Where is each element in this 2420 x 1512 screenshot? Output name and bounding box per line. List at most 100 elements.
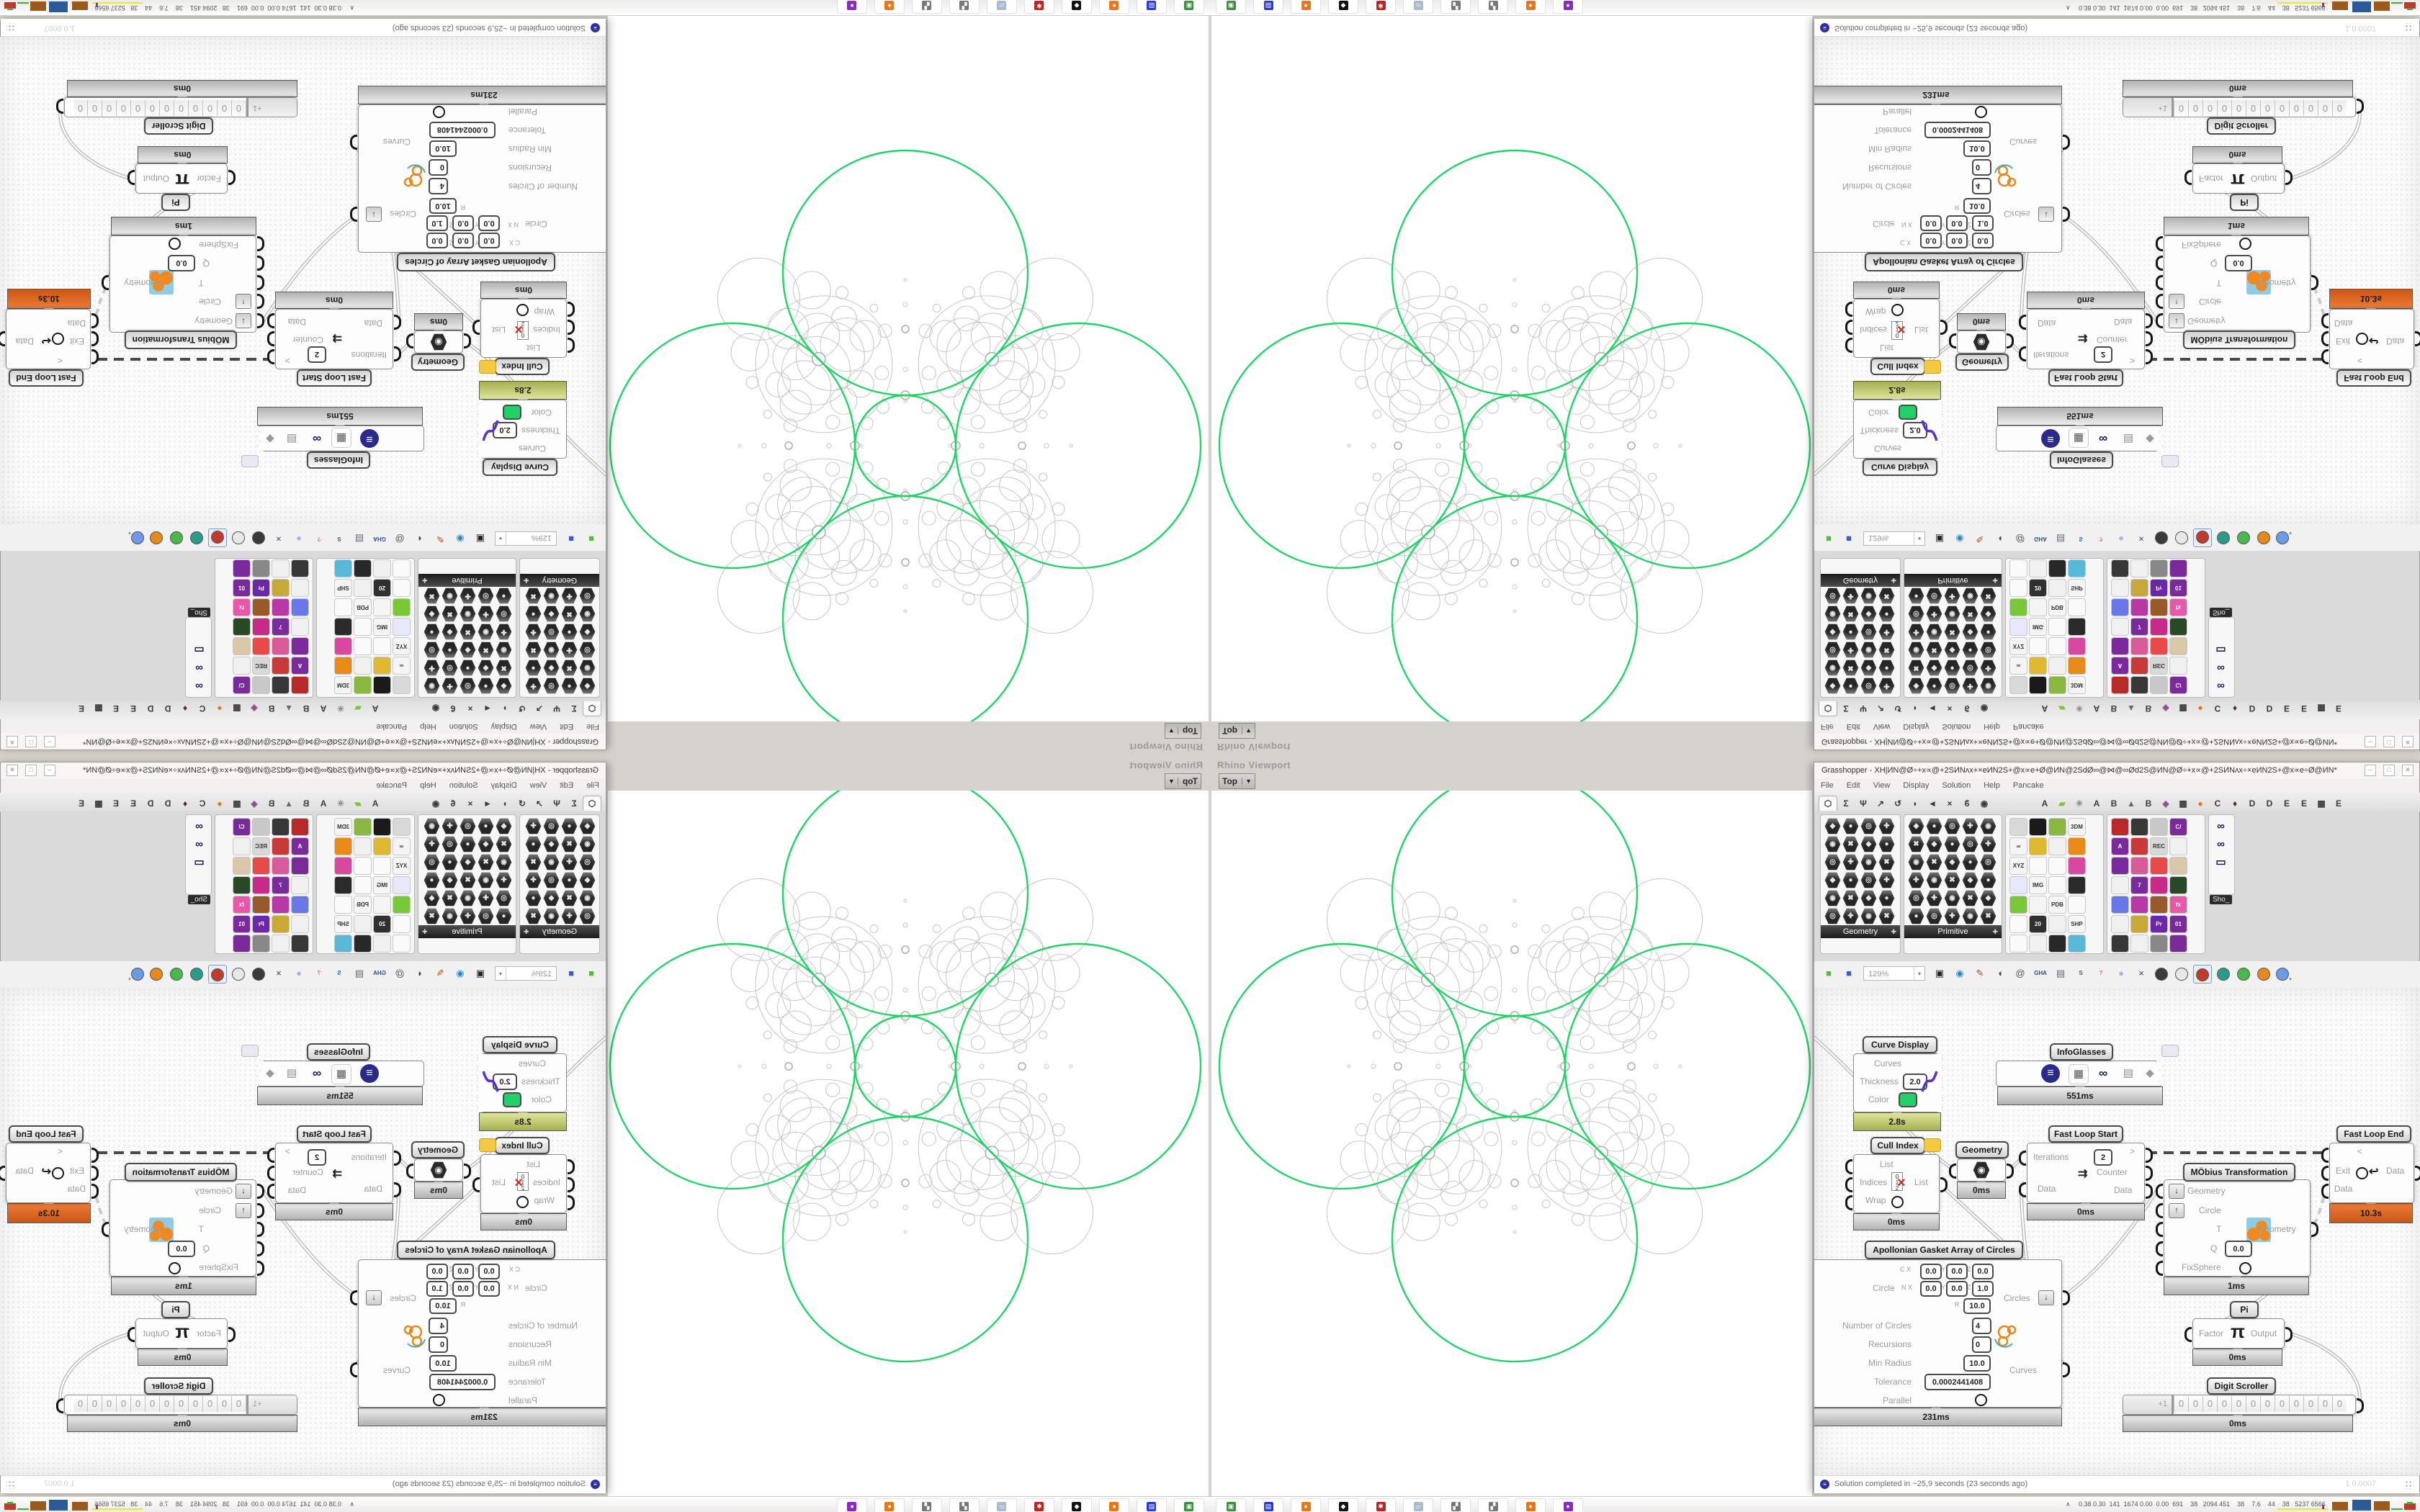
palette-tab-24[interactable]: E [130, 798, 137, 809]
ball-dark-button[interactable] [2153, 965, 2170, 982]
palette-tab-5[interactable]: ◗ [502, 798, 508, 809]
palette-tab-22[interactable]: D [2249, 703, 2256, 714]
palette-icon[interactable]: 01 [233, 579, 251, 597]
palette-tab-27[interactable]: E [79, 703, 85, 714]
palette-icon[interactable]: ● [1878, 836, 1895, 852]
palette-icon[interactable]: ∞ [195, 820, 203, 832]
palette-icon[interactable]: 20 [2029, 579, 2047, 597]
palette-icon[interactable]: 20 [373, 915, 391, 933]
palette-icon[interactable] [334, 637, 352, 655]
n-y-value[interactable]: 0.0 [1946, 215, 1968, 231]
digit-cell[interactable]: 0 [160, 1396, 174, 1412]
palette-tab-13[interactable]: A [2093, 798, 2100, 809]
ball-blue-button[interactable]: ▾ [2275, 530, 2293, 547]
palette-tab-2[interactable]: Ψ [1860, 798, 1867, 809]
mobius-q-value[interactable]: 0.0 [2225, 255, 2252, 271]
palette-icon[interactable] [2111, 896, 2129, 914]
loop-output-jack[interactable] [267, 349, 274, 364]
pi-component[interactable]: Factor π Output [127, 163, 236, 194]
palette-tab-19[interactable]: ● [217, 703, 223, 714]
palette-icon[interactable] [291, 876, 309, 894]
palette-icon[interactable] [2150, 598, 2168, 616]
palette-tab-13[interactable]: A [2093, 703, 2100, 714]
palette-icon[interactable]: ✚ [1944, 588, 1960, 604]
palette-icon[interactable]: ● [1878, 890, 1895, 906]
apollonian-component[interactable]: C X 0.0 Y 0.0 Z 0.0 Circle N X 0.0 Y 0.0… [1814, 1259, 2070, 1408]
palette-icon[interactable]: ∞ [2217, 820, 2225, 832]
ball-red-button[interactable] [2193, 528, 2212, 547]
palette-tab-25[interactable]: E [113, 798, 120, 809]
palette-icon[interactable] [334, 896, 352, 914]
palette-icon[interactable]: ◎ [1908, 890, 1924, 906]
palette-icon[interactable] [233, 837, 251, 855]
zoom-level-combo[interactable]: 129% ▾ [495, 531, 557, 546]
geometry-label[interactable]: Geometry [411, 354, 465, 371]
rhino-tab-dropdown-icon[interactable]: ▼ [1242, 778, 1252, 785]
palette-label-primitive[interactable]: Primitive ✚ [1904, 574, 2002, 587]
palette-icon[interactable] [334, 618, 352, 636]
drawer-icon[interactable]: ▤ [286, 1067, 297, 1079]
palette-tab-21[interactable]: ♦ [2232, 703, 2238, 714]
palette-icon[interactable]: 3DM [334, 818, 352, 836]
palette-label-geometry[interactable]: Geometry ✚ [1821, 574, 1900, 587]
palette-icon[interactable]: ∞ [2009, 837, 2027, 855]
infoglasses-label[interactable]: InfoGlasses [307, 1043, 370, 1061]
palette-icon[interactable] [2150, 876, 2168, 894]
palette-icon[interactable]: ◆ [579, 818, 596, 834]
n-y-value[interactable]: 0.0 [452, 215, 474, 231]
digit-cell[interactable]: 0 [174, 1396, 189, 1412]
iterations-input-jack[interactable] [2019, 346, 2026, 361]
flatten-button[interactable]: ↓ [236, 1184, 251, 1199]
palette-icon[interactable]: ◉ [1926, 624, 1942, 640]
palette-icon[interactable] [2068, 559, 2086, 577]
palette-icon[interactable] [354, 676, 372, 694]
output-jack[interactable] [127, 170, 135, 185]
digit-cell[interactable]: 0 [102, 100, 117, 116]
ball-teal-button[interactable] [2215, 530, 2232, 547]
palette-icon[interactable]: ✚ [1878, 872, 1895, 888]
flatten-button[interactable]: ↓ [2169, 1184, 2184, 1199]
digit-cell[interactable]: 0 [117, 1396, 131, 1412]
r-value[interactable]: 10.0 [1963, 198, 1991, 214]
palette-icon[interactable]: ◉ [478, 624, 494, 640]
output-jack[interactable] [2285, 1327, 2293, 1342]
menu-view[interactable]: View [529, 722, 547, 731]
palette-icon[interactable]: ✖ [1878, 854, 1895, 870]
save-file-button[interactable]: ■ [1846, 968, 1852, 978]
close-button[interactable]: ✕ [6, 736, 18, 747]
palette-icon[interactable] [2111, 598, 2129, 616]
palette-icon[interactable] [2009, 579, 2027, 597]
menu-file[interactable]: File [586, 722, 599, 731]
palette-icon[interactable]: ◉ [543, 642, 560, 658]
circles-flatten-button[interactable]: ↓ [2038, 207, 2054, 222]
palette-icon[interactable]: ◎ [1824, 642, 1841, 658]
digit-cell[interactable]: 0 [2303, 100, 2318, 116]
palette-label-primitive[interactable]: Primitive ✚ [1904, 925, 2002, 938]
palette-icon[interactable] [393, 618, 411, 636]
digit-cell[interactable]: 0 [2318, 100, 2332, 116]
palette-icon[interactable] [2130, 818, 2148, 836]
zoom-extents-button[interactable]: ▣ [475, 534, 485, 544]
digit-scroller-output-jack[interactable] [56, 99, 63, 114]
taskbar-app-purple-app[interactable]: ● [1553, 0, 1583, 14]
palette-tab-4[interactable]: ↺ [1894, 703, 1902, 714]
palette-icon[interactable]: ◎ [442, 836, 458, 852]
menu-display[interactable]: Display [1903, 722, 1930, 731]
palette-icon[interactable] [252, 676, 270, 694]
palette-icon[interactable] [2111, 579, 2129, 597]
geometry-component[interactable]: ◉ [1949, 1158, 2014, 1182]
palette-icon[interactable]: 7 [272, 876, 290, 894]
pi-label[interactable]: Pi [2230, 194, 2259, 211]
ball-blue-button[interactable]: ▾ [2275, 965, 2293, 982]
palette-icon[interactable]: ◎ [442, 660, 458, 676]
palette-icon[interactable]: PDB [2048, 896, 2066, 914]
palette-icon[interactable] [2009, 598, 2027, 616]
palette-tab-14[interactable]: B [2110, 703, 2118, 714]
profiler-icon[interactable]: ≡ [360, 429, 379, 448]
palette-tab-12[interactable]: ✳ [2075, 798, 2084, 809]
ball-green-button[interactable] [168, 530, 185, 547]
palette-icon[interactable]: ◉ [1980, 678, 1996, 694]
palette-tab-26[interactable]: ▩ [2317, 703, 2326, 714]
palette-icon[interactable]: ◆ [1824, 818, 1841, 834]
palette-tab-16[interactable]: B [2145, 703, 2152, 714]
